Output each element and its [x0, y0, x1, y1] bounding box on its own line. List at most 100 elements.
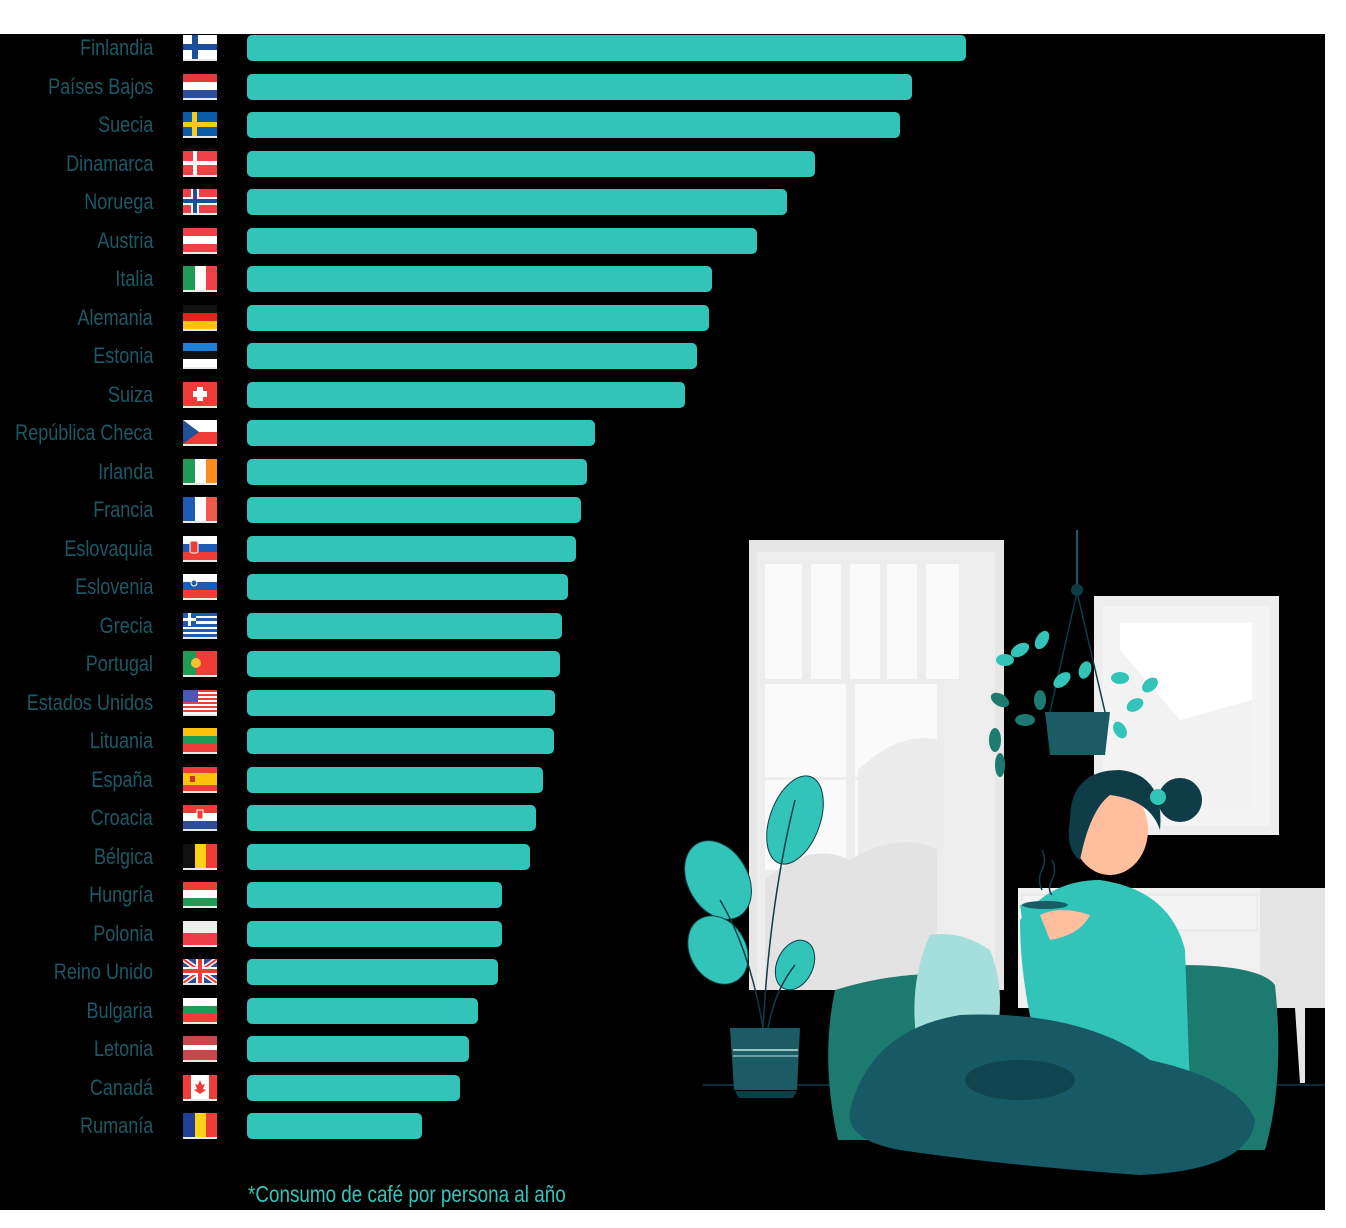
flag-sk-icon [183, 535, 217, 562]
bar-row: Austria [0, 227, 1000, 254]
bar-row: España [0, 766, 1000, 793]
flag-lt-icon [183, 728, 217, 754]
bar-row: Eslovenia [0, 574, 1000, 600]
bar-row: Estados Unidos [0, 689, 1000, 716]
bar [247, 35, 966, 61]
bar-row: Irlanda [0, 458, 1000, 485]
bar-row: Bélgica [0, 843, 1000, 870]
country-label: Canadá [89, 1074, 153, 1100]
country-label: Italia [114, 266, 153, 291]
bar [247, 997, 478, 1024]
bar-row: Reino Unido [0, 959, 1000, 985]
flag-hr-icon [183, 805, 217, 831]
bar [247, 343, 697, 369]
flag-de-icon [183, 304, 217, 331]
flag-dk-icon [183, 150, 217, 177]
bar [247, 651, 560, 677]
country-label: Finlandia [79, 35, 153, 60]
country-label: Polonia [92, 920, 153, 946]
bar-row: Grecia [0, 612, 1000, 639]
flag-nl-icon [183, 73, 217, 100]
country-label: Suiza [107, 381, 153, 407]
flag-lv-icon [183, 1036, 217, 1062]
bar [247, 535, 576, 562]
flag-fi-icon [183, 35, 217, 61]
bar-row: Bulgaria [0, 997, 1000, 1024]
bar [247, 227, 757, 254]
bar [247, 497, 581, 523]
flag-no-icon [183, 189, 217, 215]
flag-se-icon [183, 112, 217, 138]
country-label: Francia [92, 497, 153, 522]
bar [247, 728, 554, 754]
flag-es-icon [183, 766, 217, 793]
flag-ee-icon [183, 343, 217, 369]
footnote: *Consumo de café por persona al año [248, 1181, 566, 1207]
country-label: Bulgaria [86, 997, 153, 1023]
coffee-woman-illustration [684, 530, 1325, 1175]
bar-row: Noruega [0, 189, 1000, 215]
flag-ch-icon [183, 381, 217, 408]
bar [247, 574, 568, 600]
country-label: Noruega [83, 189, 153, 214]
country-label: Dinamarca [65, 150, 153, 176]
country-label: Suecia [97, 112, 153, 137]
country-label: Reino Unido [53, 959, 153, 984]
bar-row: Hungría [0, 882, 1000, 908]
flag-ca-icon [183, 1074, 217, 1101]
bar [247, 304, 709, 331]
flag-hu-icon [183, 882, 217, 908]
country-label: Estonia [92, 343, 153, 368]
country-label: Irlanda [97, 458, 153, 484]
bar [247, 843, 530, 870]
country-label: Hungría [88, 882, 153, 907]
flag-pl-icon [183, 920, 217, 947]
country-label: España [91, 766, 153, 792]
bar [247, 612, 562, 639]
bar [247, 766, 543, 793]
bar-row: Dinamarca [0, 150, 1000, 177]
bar [247, 458, 587, 485]
bar-row: Finlandia [0, 35, 1000, 61]
country-label: Croacia [90, 805, 153, 830]
flag-at-icon [183, 227, 217, 254]
country-label: Austria [96, 227, 153, 253]
bar [247, 266, 712, 292]
bar-row: Canadá [0, 1074, 1000, 1101]
bar [247, 112, 900, 138]
bar [247, 381, 685, 408]
flag-cz-icon [183, 420, 217, 446]
bar [247, 882, 502, 908]
bar-row: Estonia [0, 343, 1000, 369]
bar-row: Suecia [0, 112, 1000, 138]
flag-gb-icon [183, 959, 217, 985]
country-label: Alemania [77, 304, 153, 330]
bar-row: Croacia [0, 805, 1000, 831]
country-label: Portugal [85, 651, 153, 676]
country-label: Bélgica [93, 843, 153, 869]
country-label: Eslovaquia [64, 535, 153, 561]
country-label: Grecia [99, 612, 153, 638]
flag-be-icon [183, 843, 217, 870]
flag-ie-icon [183, 458, 217, 485]
bar-row: Polonia [0, 920, 1000, 947]
bar-row: Lituania [0, 728, 1000, 754]
bar-row: República Checa [0, 420, 1000, 446]
country-label: República Checa [15, 420, 153, 445]
country-label: Rumanía [79, 1113, 153, 1138]
bar-row: Suiza [0, 381, 1000, 408]
flag-fr-icon [183, 497, 217, 523]
flag-us-icon [183, 689, 217, 716]
bar-row: Eslovaquia [0, 535, 1000, 562]
bar [247, 1036, 469, 1062]
bar-row: Francia [0, 497, 1000, 523]
flag-gr-icon [183, 612, 217, 639]
bar-row: Portugal [0, 651, 1000, 677]
bar-row: Rumanía [0, 1113, 1000, 1139]
bar [247, 150, 815, 177]
country-label: Países Bajos [47, 73, 153, 99]
flag-bg-icon [183, 997, 217, 1024]
flag-si-icon [183, 574, 217, 600]
bar [247, 689, 555, 716]
country-label: Letonia [93, 1036, 153, 1061]
